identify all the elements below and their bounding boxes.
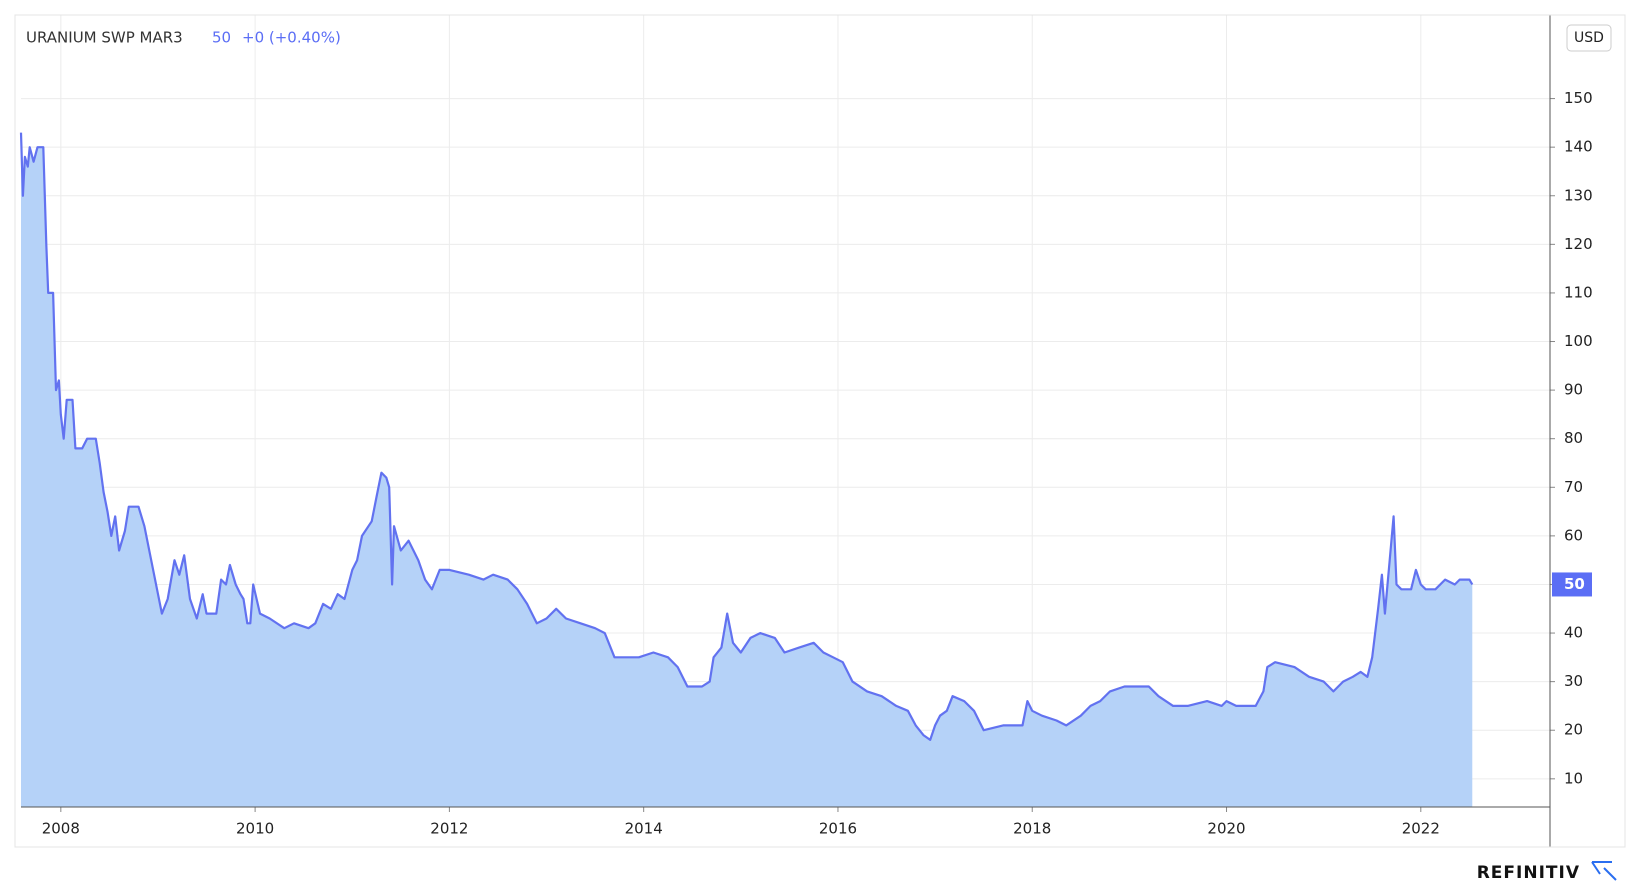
- last-value-badge: [1552, 572, 1592, 597]
- y-tick-label: 100: [1564, 332, 1593, 350]
- source: REFINITIV: [1477, 863, 1580, 883]
- y-tick-label: 70: [1564, 478, 1583, 496]
- y-tick-label: 60: [1564, 526, 1583, 544]
- y-tick-label: 30: [1564, 672, 1583, 690]
- last-value: 50: [212, 29, 231, 47]
- y-tick-label: 140: [1564, 138, 1593, 156]
- frame: [14, 14, 1626, 848]
- logo: [1591, 861, 1617, 881]
- y-tick-label: 90: [1564, 381, 1583, 399]
- x-tick-label: 2016: [819, 820, 857, 838]
- x-tick-label: 2012: [430, 820, 468, 838]
- currency-box: [1566, 24, 1612, 52]
- y-tick-label: 40: [1564, 624, 1583, 642]
- y-tick-label: 80: [1564, 429, 1583, 447]
- y-tick-label: 130: [1564, 186, 1593, 204]
- x-tick-label: 2010: [236, 820, 274, 838]
- y-tick-label: 120: [1564, 235, 1593, 253]
- y-tick-label: 20: [1564, 721, 1583, 739]
- x-tick-label: 2018: [1013, 820, 1051, 838]
- currency: USD: [1574, 30, 1604, 46]
- last-value-label: 50: [1564, 575, 1585, 593]
- y-tick-label: 110: [1564, 283, 1593, 301]
- plot: 10 20 30 40 50 60 70 80 90 100 110 120 130 140 150 2008…: [19, 15, 1593, 847]
- chart-title: URANIUM SWP MAR3: [26, 29, 183, 47]
- change: +0 (+0.40%): [242, 29, 341, 47]
- line: [19, 132, 1474, 741]
- area-fill: [21, 132, 1473, 808]
- x-tick-label: 2020: [1207, 820, 1245, 838]
- y-tick-label: 10: [1564, 769, 1583, 787]
- x-tick-label: 2008: [42, 820, 80, 838]
- x-tick-label: 2022: [1402, 820, 1440, 838]
- x-tick-label: 2014: [625, 820, 663, 838]
- y-tick-label: 150: [1564, 89, 1593, 107]
